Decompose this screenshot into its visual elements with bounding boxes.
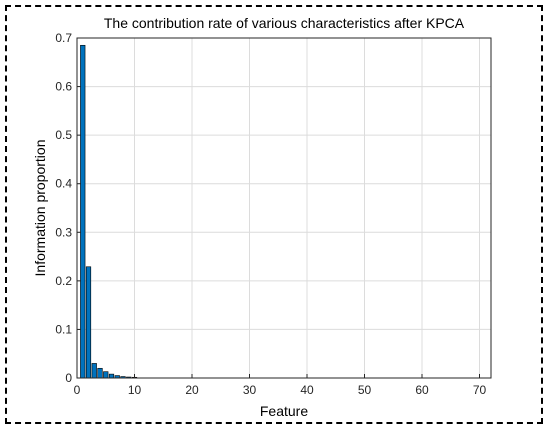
y-tick-label: 0.5 — [55, 128, 72, 142]
bar — [80, 44, 86, 379]
x-tick-label: 70 — [473, 383, 487, 397]
x-tick-label: 40 — [300, 383, 314, 397]
bar — [103, 371, 109, 379]
axes-box — [76, 37, 492, 379]
bar — [91, 363, 97, 379]
bar — [108, 373, 115, 379]
plot-area — [77, 38, 491, 378]
x-tick-label: 0 — [74, 383, 81, 397]
y-tick-label: 0.2 — [55, 274, 72, 288]
figure-border — [5, 5, 543, 424]
chart-title: The contribution rate of various charact… — [104, 15, 465, 31]
y-tick-label: 0.1 — [55, 322, 72, 336]
x-tick-label: 60 — [415, 383, 429, 397]
y-tick-label: 0 — [65, 371, 72, 385]
y-tick-label: 0.4 — [55, 177, 72, 191]
y-tick-label: 0.6 — [55, 80, 72, 94]
x-tick-label: 20 — [185, 383, 199, 397]
x-ticks: 0 10 20 30 40 50 60 70 — [74, 374, 487, 397]
x-tick-label: 50 — [358, 383, 372, 397]
y-tick-label: 0.3 — [55, 225, 72, 239]
bar — [85, 266, 92, 379]
y-tick-label: 0.7 — [55, 31, 72, 45]
bar — [97, 367, 103, 379]
x-axis-label: Feature — [260, 403, 308, 419]
y-ticks: 0 0.1 0.2 0.3 0.4 0.5 0.6 0.7 — [55, 31, 81, 385]
x-tick-label: 10 — [128, 383, 142, 397]
x-tick-label: 30 — [243, 383, 257, 397]
y-axis-label: Information proportion — [32, 140, 48, 277]
